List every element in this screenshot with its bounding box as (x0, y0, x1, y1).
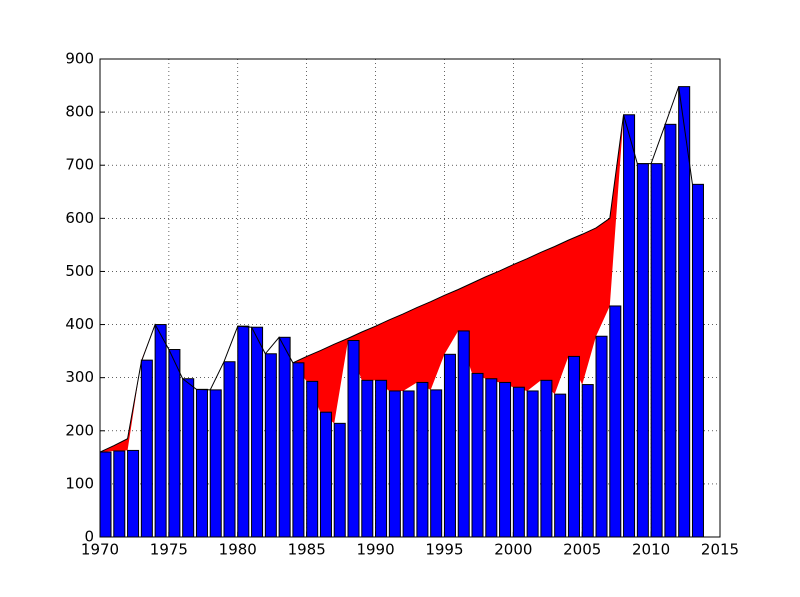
bar (430, 389, 443, 538)
bar (471, 372, 484, 538)
bar (319, 411, 332, 538)
bar (154, 324, 167, 538)
bar (512, 386, 525, 538)
bar (664, 123, 677, 538)
x-tick-label: 1995 (425, 541, 463, 559)
bar (691, 183, 704, 538)
bar (567, 355, 580, 538)
bar (457, 330, 470, 538)
y-tick-label: 800 (65, 103, 94, 121)
x-tick-label: 2000 (494, 541, 532, 559)
bar (209, 389, 222, 538)
x-tick-label: 1970 (81, 541, 119, 559)
x-tick-label: 1980 (219, 541, 257, 559)
bar (361, 379, 374, 538)
bar (623, 114, 636, 538)
bar (195, 388, 208, 538)
bar (499, 381, 512, 538)
line (99, 86, 693, 453)
fill-area (100, 86, 693, 453)
bar (237, 325, 250, 538)
plot-area: 0 100 200 300 400 500 600 700 800 900 1970 1975 1980… (65, 50, 739, 559)
bar (540, 379, 553, 538)
bar (347, 339, 360, 538)
y-tick-label: 500 (65, 262, 94, 280)
bar (443, 353, 456, 538)
bar (333, 422, 346, 538)
x-tick-label: 1985 (288, 541, 326, 559)
bar (182, 378, 195, 538)
y-tick-label: 100 (65, 474, 94, 492)
y-tick-label: 700 (65, 156, 94, 174)
bar (113, 450, 126, 538)
bar (388, 390, 401, 538)
y-tick-label: 600 (65, 209, 94, 227)
bar (609, 305, 622, 538)
bar (554, 393, 567, 538)
x-tick-label: 2010 (632, 541, 670, 559)
x-tick-label: 2015 (701, 541, 739, 559)
bar (485, 378, 498, 538)
bar (526, 390, 539, 538)
y-tick-label: 900 (65, 50, 94, 68)
bar (375, 379, 388, 538)
bar (127, 449, 140, 538)
bar (264, 353, 277, 538)
bar (278, 336, 291, 538)
bar (402, 390, 415, 538)
bar (251, 326, 264, 538)
x-tick-label: 1990 (356, 541, 394, 559)
axes-frame (99, 58, 721, 538)
bar (636, 163, 649, 538)
x-tick-label: 1975 (150, 541, 188, 559)
bar (168, 349, 181, 538)
y-tick-label: 400 (65, 315, 94, 333)
bar (99, 451, 112, 538)
bar (581, 384, 594, 538)
x-tick-label: 2005 (563, 541, 601, 559)
bar (306, 380, 319, 538)
y-tick-label: 300 (65, 368, 94, 386)
bar (416, 381, 429, 538)
bar (595, 335, 608, 538)
bar (292, 362, 305, 538)
bar (140, 359, 153, 538)
bar (223, 361, 236, 538)
y-tick-label: 0 (84, 528, 94, 546)
bar (650, 163, 663, 538)
y-tick-label: 200 (65, 421, 94, 439)
